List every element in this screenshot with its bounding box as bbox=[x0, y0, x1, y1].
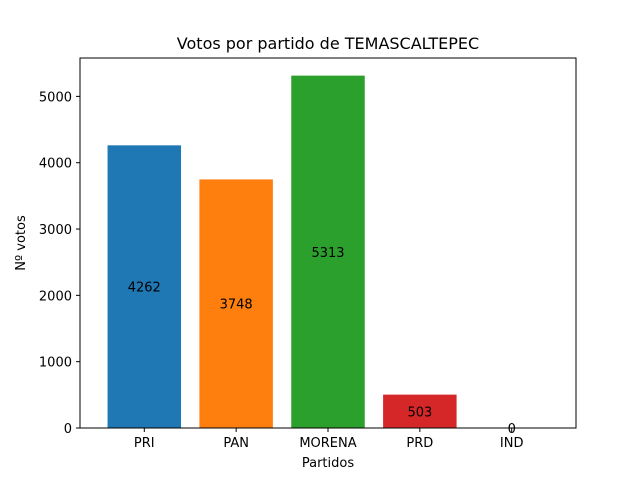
y-tick-label-2000: 2000 bbox=[39, 289, 72, 304]
y-tick-label-5000: 5000 bbox=[39, 90, 72, 105]
bar-morena bbox=[291, 75, 365, 428]
x-tick-label-ind: IND bbox=[500, 436, 524, 451]
x-tick-label-prd: PRD bbox=[406, 436, 433, 451]
x-axis-ticks: PRI PAN MORENA PRD IND bbox=[134, 428, 524, 451]
chart-title: Votos por partido de TEMASCALTEPEC bbox=[177, 34, 479, 53]
bar-prd bbox=[383, 394, 457, 428]
y-tick-label-0: 0 bbox=[64, 422, 72, 437]
x-tick-label-morena: MORENA bbox=[299, 436, 356, 451]
y-tick-label-4000: 4000 bbox=[39, 157, 72, 172]
bar-value-label-pri: 4262 bbox=[128, 281, 161, 296]
y-tick-label-3000: 3000 bbox=[39, 223, 72, 238]
bar-value-label-morena: 5313 bbox=[311, 246, 344, 261]
bar-value-label-pan: 3748 bbox=[220, 298, 253, 313]
x-axis-label: Partidos bbox=[302, 456, 354, 471]
x-tick-label-pan: PAN bbox=[223, 436, 249, 451]
y-tick-label-1000: 1000 bbox=[39, 356, 72, 371]
bar-pri bbox=[107, 145, 182, 429]
y-axis-ticks: 0 1000 2000 3000 4000 5000 bbox=[39, 90, 80, 437]
y-axis-label: Nº votos bbox=[14, 215, 29, 271]
x-tick-label-pri: PRI bbox=[134, 436, 155, 451]
bars-group bbox=[107, 75, 457, 429]
bar-pan bbox=[199, 179, 273, 428]
bar-value-label-prd: 503 bbox=[407, 405, 432, 420]
